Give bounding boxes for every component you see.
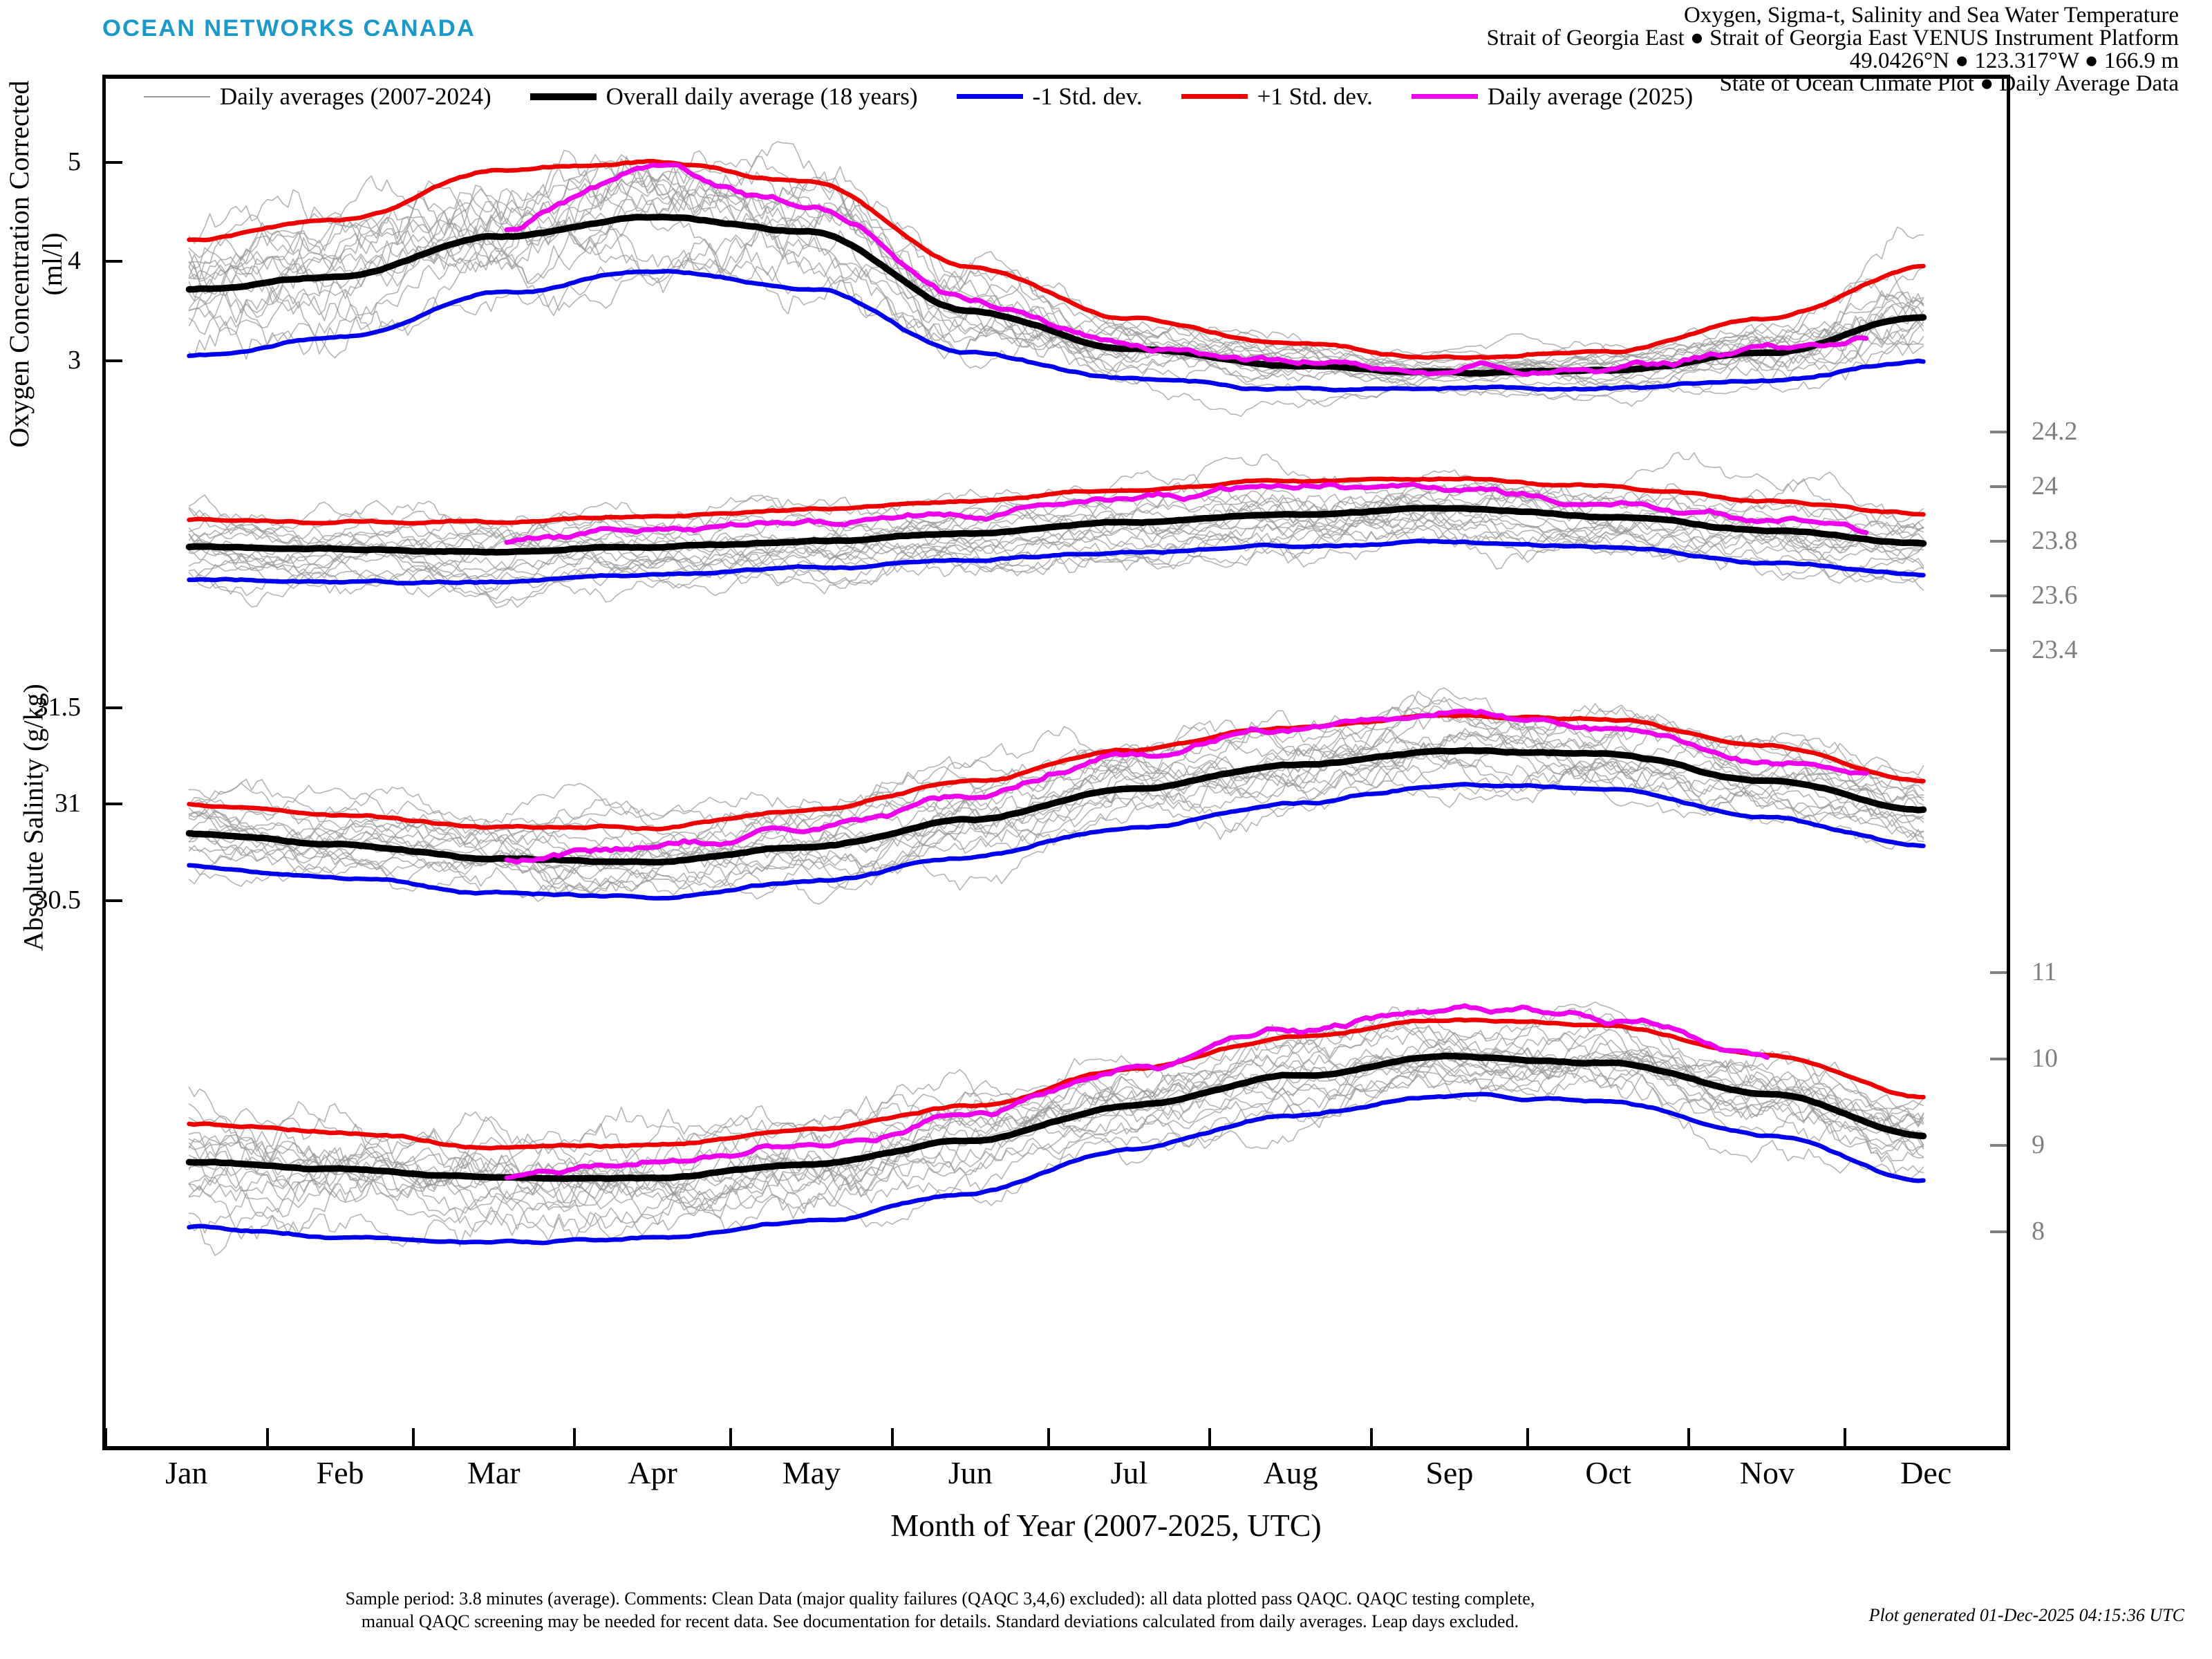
y-tick-salinity-31 [106,803,122,806]
month-label-jun: Jun [948,1455,993,1490]
month-label-jul: Jul [1110,1455,1148,1490]
legend-label-2: -1 Std. dev. [1032,83,1143,110]
x-axis-title: Month of Year (2007-2025, UTC) [890,1508,1322,1543]
legend-label-0: Daily averages (2007-2024) [220,83,491,110]
x-tick-aug [1208,1428,1212,1446]
month-label-oct: Oct [1585,1455,1631,1490]
y-label-temperature-10: 10 [2032,1043,2058,1073]
y-label-oxygen-4: 4 [68,246,81,276]
x-tick-oct [1526,1428,1529,1446]
onc-logo: OCEAN NETWORKS CANADA [102,15,476,41]
y-label-salinity-30.5: 30.5 [35,885,82,915]
y-tick-sigma-t-23.6 [1990,594,2007,597]
plot-title-line-2: Strait of Georgia East ● Strait of Georg… [1486,26,2179,50]
month-label-nov: Nov [1739,1455,1795,1490]
legend-label-1: Overall daily average (18 years) [606,83,918,110]
month-label-mar: Mar [467,1455,521,1490]
y-tick-salinity-30.5 [106,899,122,903]
legend-label-3: +1 Std. dev. [1257,83,1373,110]
y-tick-temperature-10 [1990,1057,2007,1060]
x-tick-dec [1844,1428,1847,1446]
y-label-temperature-8: 8 [2032,1216,2045,1246]
x-tick-may [729,1428,733,1446]
y-label-sigma-t-24.2: 24.2 [2032,417,2078,447]
series-canvas [185,141,1927,1257]
y-axis-title-salinity: Absolute Salinity (g/kg) [17,684,49,951]
legend-swatch-3 [1181,94,1248,99]
y-tick-temperature-8 [1990,1230,2007,1233]
y-label-sigma-t-23.4: 23.4 [2032,635,2078,664]
generated-timestamp: Plot generated 01-Dec-2025 04:15:36 UTC [1868,1605,2184,1625]
legend-item-3: +1 Std. dev. [1181,84,1373,109]
axis-frame-right [2007,75,2010,1450]
x-tick-jun [890,1428,894,1446]
month-label-aug: Aug [1263,1455,1318,1490]
y-label-temperature-11: 11 [2032,957,2057,986]
y-tick-temperature-9 [1990,1143,2007,1147]
x-axis-month-labels: Jan Feb Mar Apr May Jun Jul Aug Sep Oct Nov Dec [102,1457,2010,1496]
legend-swatch-0 [144,95,210,97]
plot-legend: Daily averages (2007-2024) Overall daily … [144,84,1732,109]
x-tick-jul [1047,1428,1050,1446]
y-tick-sigma-t-24.2 [1990,431,2007,434]
x-tick-sep [1369,1428,1373,1446]
y-tick-oxygen-4 [106,260,122,263]
x-tick-jan [104,1428,107,1446]
legend-swatch-2 [956,94,1023,99]
y-label-temperature-9: 9 [2032,1130,2045,1159]
plot-title-line-3: 49.0426°N ● 123.317°W ● 166.9 m [1849,48,2179,73]
month-label-sep: Sep [1425,1455,1474,1490]
legend-item-0: Daily averages (2007-2024) [144,84,491,109]
y-label-sigma-t-23.6: 23.6 [2032,580,2078,610]
legend-swatch-1 [529,93,597,100]
legend-item-2: -1 Std. dev. [956,83,1143,110]
plot-title-line-1: Oxygen, Sigma-t, Salinity and Sea Water … [1684,3,2179,28]
y-label-sigma-t-23.8: 23.8 [2032,526,2078,555]
footer-line-2: manual QAQC screening may be needed for … [361,1611,1519,1631]
y-tick-temperature-11 [1990,971,2007,974]
y-label-oxygen-5: 5 [68,147,81,176]
y-tick-oxygen-3 [106,359,122,362]
y-tick-sigma-t-23.4 [1990,648,2007,652]
x-tick-nov [1687,1428,1691,1446]
month-label-jan: Jan [165,1455,208,1490]
footer-notes: Sample period: 3.8 minutes (average). Co… [0,1587,1825,1633]
legend-label-4: Daily average (2025) [1487,83,1694,110]
axis-frame-bottom [102,1446,2010,1450]
x-tick-feb [265,1428,269,1446]
y-label-oxygen-3: 3 [68,345,81,375]
climate-plot: Daily averages (2007-2024) Overall daily … [3,75,2078,1450]
y-tick-sigma-t-23.8 [1990,540,2007,543]
month-label-may: May [782,1455,841,1490]
footer-line-1: Sample period: 3.8 minutes (average). Co… [345,1588,1535,1609]
x-tick-apr [573,1428,577,1446]
month-label-apr: Apr [628,1455,677,1490]
legend-swatch-4 [1411,94,1478,99]
axis-frame-left [102,75,106,1450]
y-label-sigma-t-24: 24 [2032,471,2058,501]
month-label-feb: Feb [316,1455,364,1490]
month-label-dec: Dec [1900,1455,1952,1490]
legend-item-1: Overall daily average (18 years) [529,83,918,110]
y-label-salinity-31: 31 [55,789,81,818]
axis-frame-top [102,75,2010,79]
y-tick-oxygen-5 [106,160,122,164]
x-tick-mar [411,1428,415,1446]
y-tick-sigma-t-24 [1990,485,2007,489]
y-axis-title-oxygen: Oxygen Concentration Corrected (ml/l) [3,80,68,448]
y-tick-salinity-31.5 [106,706,122,709]
y-label-salinity-31.5: 31.5 [35,692,82,722]
legend-item-4: Daily average (2025) [1411,83,1694,110]
